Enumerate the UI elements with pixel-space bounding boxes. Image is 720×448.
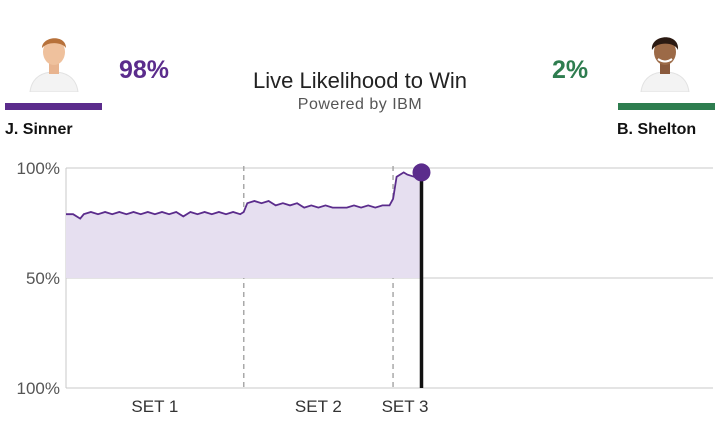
current-position-point [412,163,431,182]
y-tick-label: 100% [17,379,60,398]
player-left-name: J. Sinner [5,121,73,138]
chart-title: Live Likelihood to Win [252,68,467,93]
player-avatar-icon [633,28,697,93]
player-left-color-bar [5,103,102,110]
likelihood-area [66,170,422,278]
chart-subtitle: Powered by IBM [297,96,423,113]
player-avatar-right [633,28,697,93]
x-set-label: SET 1 [131,397,178,416]
player-right-percent: 2% [552,56,589,84]
player-right-color-bar [618,103,715,110]
player-avatar-left [22,28,86,93]
x-set-label: SET 2 [295,397,342,416]
player-left-percent: 98% [119,56,170,84]
x-set-label: SET 3 [382,397,429,416]
y-tick-label: 50% [26,269,60,288]
player-right-name: B. Shelton [617,121,697,138]
y-tick-label: 100% [17,159,60,178]
player-avatar-icon [22,28,86,93]
likelihood-line [66,168,422,220]
